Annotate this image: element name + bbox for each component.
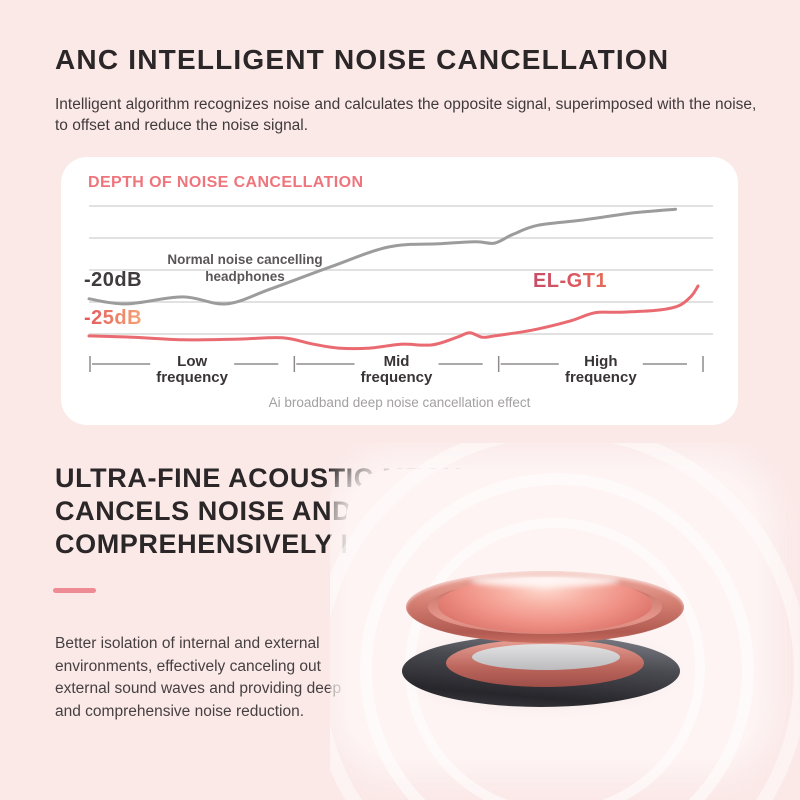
section2-description-line4: and comprehensive noise reduction. bbox=[55, 702, 305, 720]
section2-title-line2: CANCELS NOISE AND bbox=[55, 496, 353, 526]
axis-label-high: High frequency bbox=[564, 353, 637, 386]
section2-description: Better isolation of internal and externa… bbox=[55, 633, 395, 723]
section2-description-line3: external sound waves and providing deep bbox=[55, 680, 342, 697]
axis-label-low: Low frequency bbox=[156, 353, 228, 386]
section1-description-line2: to offset and reduce the noise signal. bbox=[55, 117, 309, 134]
series-line-elgt1 bbox=[87, 284, 700, 351]
section1-description: Intelligent algorithm recognizes noise a… bbox=[55, 94, 765, 136]
driver-highlight bbox=[470, 574, 620, 587]
section1-description-line1: Intelligent algorithm recognizes noise a… bbox=[55, 96, 757, 113]
level-label-minus25db: -25dB bbox=[84, 307, 143, 329]
level-label-minus20db: -20dB bbox=[84, 269, 143, 291]
gridlines bbox=[89, 205, 713, 335]
axis-label-mid: Mid frequency bbox=[360, 353, 433, 386]
pink-divider bbox=[53, 588, 96, 593]
driver-product-image bbox=[330, 443, 800, 800]
section2-description-line2: environments, effectively canceling out bbox=[55, 657, 321, 675]
elgt1-series-label: EL-GT1 bbox=[500, 270, 640, 293]
series-line-normal bbox=[87, 207, 678, 306]
driver-gray-cap bbox=[472, 644, 620, 670]
sound-wave-ring bbox=[330, 443, 800, 800]
chart-title: DEPTH OF NOISE CANCELLATION bbox=[88, 174, 364, 191]
normal-series-label: Normal noise cancelling headphones bbox=[167, 252, 323, 284]
x-axis bbox=[89, 356, 704, 372]
noise-cancellation-chart bbox=[87, 205, 713, 372]
section2-description-line1: Better isolation of internal and externa… bbox=[55, 635, 320, 652]
series-lines bbox=[87, 207, 700, 351]
section1-title: ANC INTELLIGENT NOISE CANCELLATION bbox=[55, 44, 670, 75]
chart-caption: Ai broadband deep noise cancellation eff… bbox=[268, 395, 531, 410]
chart-card: DEPTH OF NOISE CANCELLATION Normal noise… bbox=[61, 157, 738, 425]
